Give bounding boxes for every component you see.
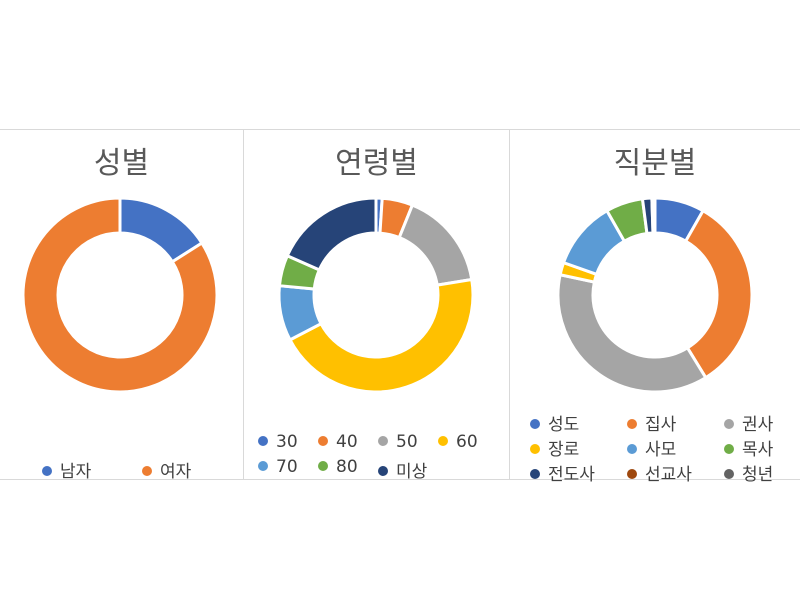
- legend-item: 40: [318, 432, 358, 452]
- legend-marker-icon: [318, 461, 328, 471]
- legend-marker-icon: [42, 466, 52, 476]
- legend-marker-icon: [378, 466, 388, 476]
- legend-label: 50: [396, 432, 418, 452]
- legend-marker-icon: [258, 461, 268, 471]
- legend-item: 목사: [724, 435, 773, 460]
- legend-label: 전도사: [548, 465, 595, 485]
- legend-label: 권사: [742, 415, 774, 435]
- legend-label: 40: [336, 432, 358, 452]
- legend-item: 장로: [530, 435, 579, 460]
- slice-미상: [285, 196, 378, 272]
- legend-item: 미상: [378, 457, 427, 482]
- legend-label: 60: [456, 432, 478, 452]
- donut-chart-age: [277, 196, 475, 394]
- legend-marker-icon: [530, 419, 540, 429]
- legend-marker-icon: [530, 444, 540, 454]
- legend-label: 사모: [645, 440, 677, 460]
- chart-panel-gender: 성별 남자 여자: [0, 129, 244, 482]
- legend-item: 30: [258, 432, 298, 452]
- legend-label: 청년: [742, 465, 774, 485]
- chart-title: 직분별: [613, 146, 697, 181]
- legend-item: 성도: [530, 410, 579, 435]
- legend-item: 70: [258, 457, 298, 477]
- legend-label: 성도: [548, 415, 580, 435]
- legend-marker-icon: [724, 444, 734, 454]
- slice-여자: [21, 196, 219, 394]
- legend-marker-icon: [530, 469, 540, 479]
- legend-item: 남자: [42, 457, 91, 482]
- legend-label: 80: [336, 457, 358, 477]
- legend-label: 여자: [160, 462, 192, 482]
- legend-item: 여자: [142, 457, 191, 482]
- legend-marker-icon: [627, 444, 637, 454]
- donut-chart-gender: [21, 196, 219, 394]
- legend-label: 남자: [60, 462, 92, 482]
- legend-marker-icon: [318, 436, 328, 446]
- legend-marker-icon: [258, 436, 268, 446]
- slice-청년: [651, 196, 657, 235]
- chart-panel-age: 연령별 30 40 50 60 70 80 미상: [243, 129, 510, 482]
- legend-label: 선교사: [645, 465, 692, 485]
- legend-marker-icon: [724, 469, 734, 479]
- legend-item: 권사: [724, 410, 773, 435]
- legend-marker-icon: [627, 469, 637, 479]
- legend-label: 장로: [548, 440, 580, 460]
- legend-label: 30: [276, 432, 298, 452]
- legend-item: 50: [378, 432, 418, 452]
- legend-label: 집사: [645, 415, 677, 435]
- legend-item: 사모: [627, 435, 676, 460]
- legend-item: 청년: [724, 460, 773, 485]
- legend-item: 60: [438, 432, 478, 452]
- legend-marker-icon: [627, 419, 637, 429]
- legend-label: 미상: [396, 462, 428, 482]
- legend-item: 선교사: [627, 460, 692, 485]
- donut-chart-position: [556, 196, 754, 394]
- legend-item: 전도사: [530, 460, 595, 485]
- slice-권사: [556, 272, 708, 394]
- chart-title: 연령별: [335, 146, 418, 181]
- legend-label: 70: [276, 457, 298, 477]
- legend-item: 80: [318, 457, 358, 477]
- legend-marker-icon: [378, 436, 388, 446]
- legend-marker-icon: [142, 466, 152, 476]
- legend-marker-icon: [438, 436, 448, 446]
- slice-60: [287, 277, 475, 394]
- legend-marker-icon: [724, 419, 734, 429]
- legend-item: 집사: [627, 410, 676, 435]
- slice-집사: [683, 208, 754, 380]
- legend-label: 목사: [742, 440, 774, 460]
- slice-50: [397, 203, 474, 287]
- chart-title: 성별: [93, 146, 150, 181]
